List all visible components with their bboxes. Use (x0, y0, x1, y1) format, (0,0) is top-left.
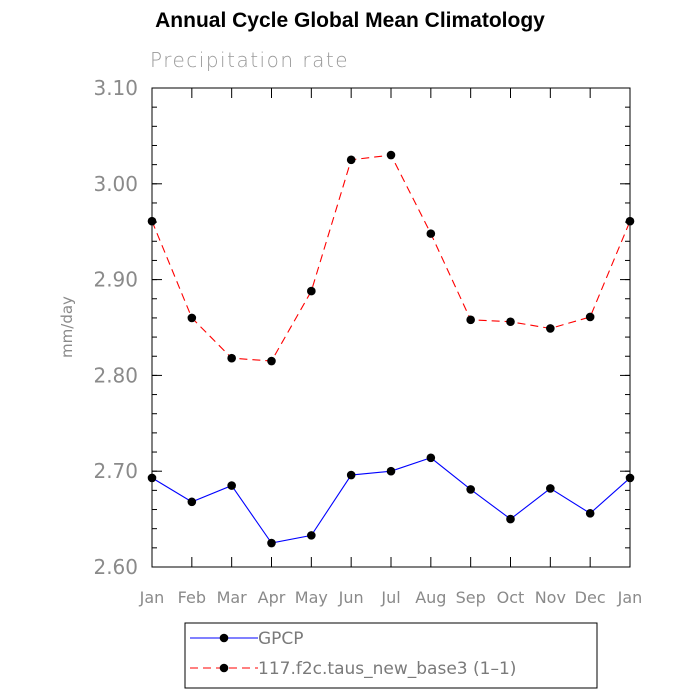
plot-frame (151, 87, 631, 568)
data-point (506, 514, 515, 524)
x-tick-label: Aug (415, 588, 446, 607)
legend-label: 117.f2c.taus_new_base3 (1–1) (258, 659, 516, 679)
data-point (426, 229, 436, 238)
legend: GPCP 117.f2c.taus_new_base3 (1–1) (184, 622, 598, 689)
series-layer (147, 150, 635, 548)
y-tick-label: 3.00 (93, 172, 138, 196)
data-point (307, 286, 316, 296)
data-point (546, 324, 555, 333)
legend-label: GPCP (258, 629, 304, 649)
y-tick-label: 2.70 (93, 459, 138, 483)
x-tick-label: Nov (535, 588, 566, 607)
data-point (147, 216, 157, 226)
plot-border (151, 87, 631, 568)
data-point (187, 497, 197, 507)
data-point (506, 317, 515, 327)
data-point (267, 538, 276, 548)
series-gpcp (147, 453, 635, 548)
y-axis-ticks: 2.60 2.70 2.80 2.90 3.00 3.10 (93, 76, 630, 579)
data-point (546, 484, 555, 493)
data-point (307, 531, 316, 540)
x-tick-label: Jul (380, 588, 400, 607)
data-point (426, 453, 436, 463)
minor-ticks (152, 87, 630, 568)
y-tick-label: 3.10 (93, 76, 138, 100)
y-tick-label: 2.90 (93, 268, 138, 292)
data-point (187, 313, 197, 323)
x-axis-ticks: Jan Feb Mar Apr May Jun Jul Aug Sep Oct Nov Dec Jan (139, 88, 643, 607)
y-axis-label: mm/day (58, 296, 76, 358)
legend-marker (219, 633, 229, 643)
data-point (386, 466, 396, 476)
x-tick-label: Feb (178, 588, 206, 607)
x-tick-label: Apr (258, 588, 286, 607)
chart-title: Annual Cycle Global Mean Climatology (155, 9, 545, 32)
data-point (267, 356, 276, 366)
x-tick-label: Jan (139, 588, 165, 607)
x-tick-label: Jun (338, 588, 364, 607)
data-point (466, 485, 475, 494)
legend-marker (219, 663, 229, 673)
data-point (625, 216, 635, 226)
data-point (466, 315, 475, 325)
x-tick-label: May (295, 588, 328, 607)
x-tick-label: Sep (456, 588, 486, 607)
y-tick-label: 2.80 (93, 363, 138, 387)
x-tick-label: Jan (617, 588, 643, 607)
data-point (585, 312, 595, 322)
data-point (227, 353, 236, 363)
chart-subtitle: Precipitation rate (150, 48, 349, 72)
data-point (346, 155, 356, 165)
x-tick-label: Dec (575, 588, 606, 607)
y-tick-label: 2.60 (93, 555, 138, 579)
x-tick-label: Oct (497, 588, 525, 607)
x-tick-label: Mar (217, 588, 248, 607)
data-point (227, 481, 236, 490)
data-point (147, 473, 157, 483)
legend-box (184, 622, 598, 689)
data-point (625, 473, 635, 483)
data-point (346, 470, 356, 480)
data-point (585, 509, 595, 518)
series-model (147, 150, 635, 366)
series-line (151, 154, 631, 362)
data-point (386, 150, 396, 160)
